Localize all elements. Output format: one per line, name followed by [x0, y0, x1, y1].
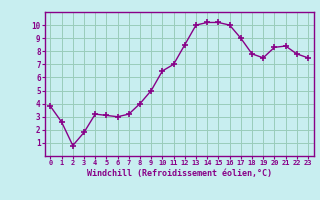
X-axis label: Windchill (Refroidissement éolien,°C): Windchill (Refroidissement éolien,°C): [87, 169, 272, 178]
